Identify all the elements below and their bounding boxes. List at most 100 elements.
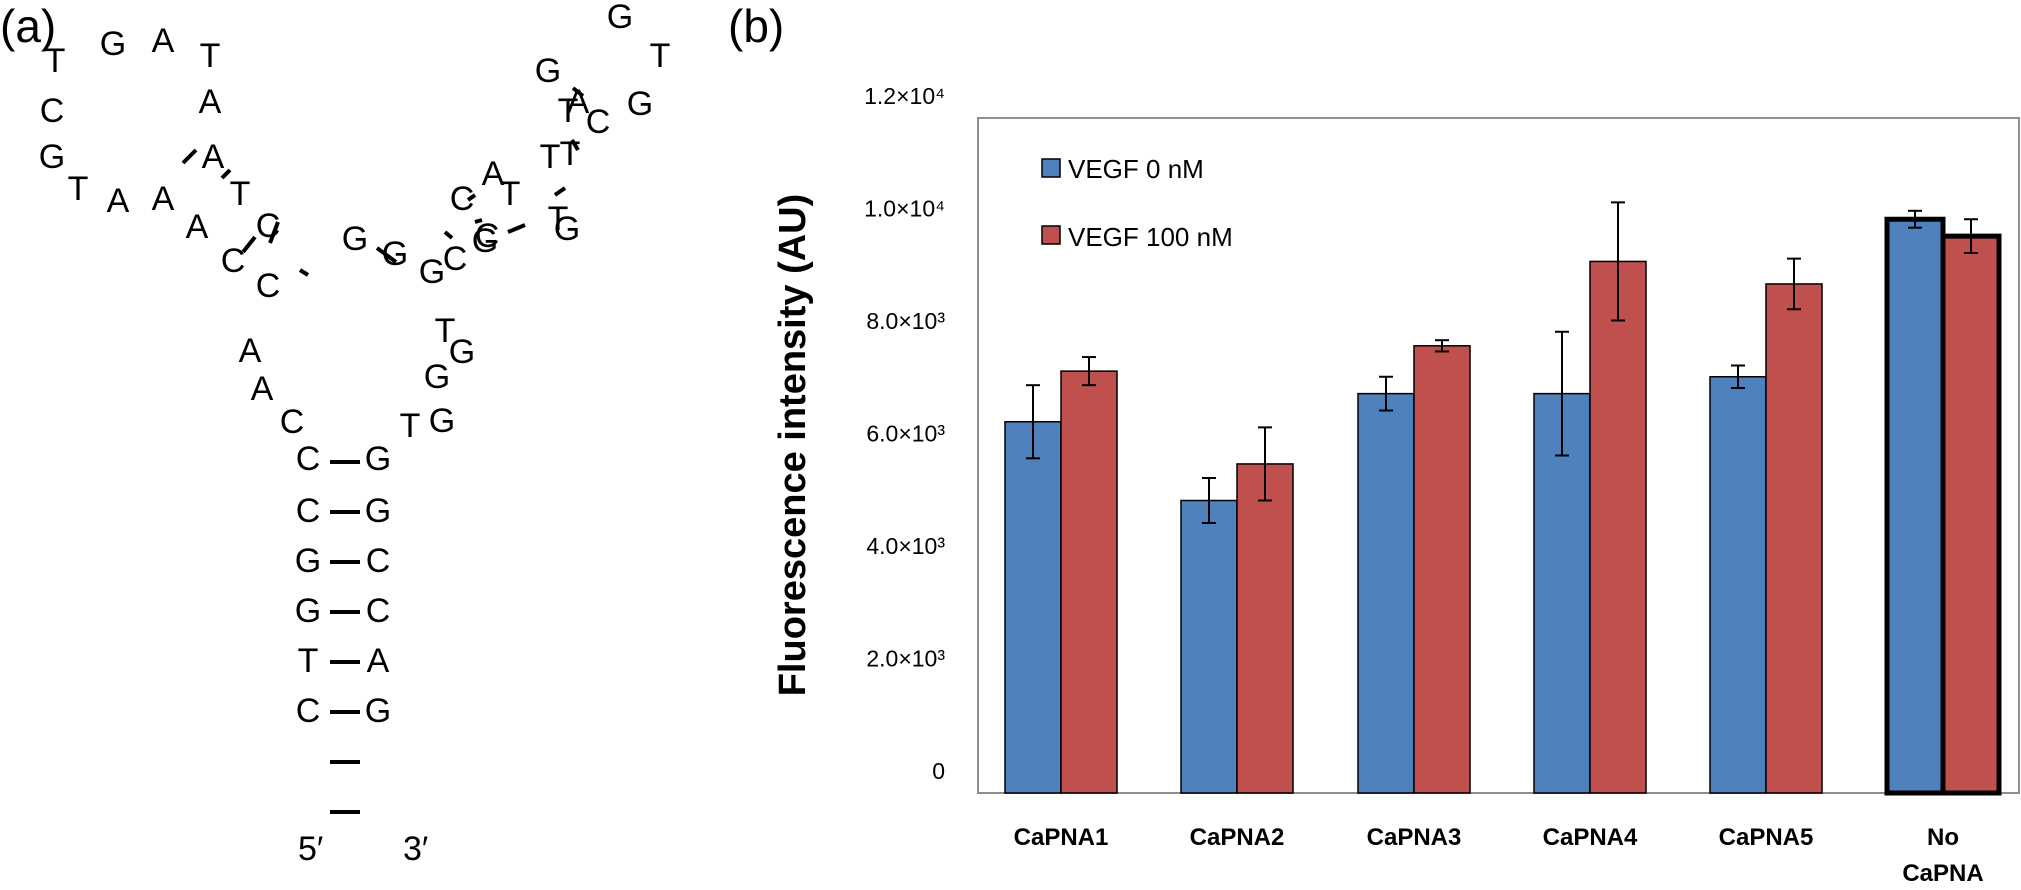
nucleotide-base: A xyxy=(186,208,209,246)
nucleotide-base: C xyxy=(366,592,391,630)
nucleotide-base: T xyxy=(548,200,569,238)
nucleotide-base: G xyxy=(365,440,391,478)
y-tick-label: 2.0×10³ xyxy=(866,646,945,672)
base-pair-bond xyxy=(268,221,280,244)
bar-vegf-100-capna5 xyxy=(1765,283,1823,794)
category-label: CaPNA2 xyxy=(1190,824,1285,851)
nucleotide-base: G xyxy=(449,333,475,371)
nucleotide-base: C xyxy=(296,492,321,530)
bar-vegf-0-capna5 xyxy=(1709,376,1767,794)
plot-frame xyxy=(977,117,2020,794)
structure-bonds xyxy=(181,86,585,814)
nucleotide-base: G xyxy=(39,138,65,176)
nucleotide-base: T xyxy=(558,92,579,130)
nucleotide-base: G xyxy=(100,25,126,63)
nucleotide-base: A xyxy=(239,332,262,370)
base-pair-bond xyxy=(570,138,580,152)
error-bar xyxy=(1908,209,1922,229)
base-pair-bond xyxy=(443,230,454,240)
error-bar xyxy=(1379,375,1393,412)
nucleotide-base: C xyxy=(443,240,468,278)
nucleotide-base: A xyxy=(482,155,505,193)
nucleotide-base: T xyxy=(500,175,521,213)
three-prime-label: 3′ xyxy=(403,830,428,868)
category-label: No CaPNA xyxy=(1902,824,1983,887)
nucleotide-base: T xyxy=(200,37,221,75)
base-pair-bond xyxy=(220,168,232,180)
category-label: CaPNA5 xyxy=(1719,824,1814,851)
error-bar xyxy=(1964,218,1978,254)
nucleotide-base: T xyxy=(560,135,581,173)
nucleotide-base: G xyxy=(295,592,321,630)
nucleotide-base: G xyxy=(554,210,580,248)
nucleotide-base: T xyxy=(68,170,89,208)
nucleotide-base: G xyxy=(607,0,633,36)
nucleotide-base: G xyxy=(429,402,455,440)
error-bar xyxy=(1026,384,1040,460)
error-bar xyxy=(1787,257,1801,311)
nucleotide-base: T xyxy=(45,42,66,80)
error-bar xyxy=(1731,364,1745,389)
nucleotide-base: T xyxy=(650,37,671,75)
base-pair-bond xyxy=(375,246,398,264)
legend: VEGF 0 nM VEGF 100 nM xyxy=(1041,154,1233,252)
nucleotide-base: A xyxy=(107,182,130,220)
nucleotide-base: C xyxy=(296,692,321,730)
error-bar xyxy=(1258,426,1272,502)
nucleotide-base: G xyxy=(342,220,368,258)
legend-swatch-vegf-0 xyxy=(1041,158,1061,178)
y-tick-label: 6.0×10³ xyxy=(866,421,945,447)
five-prime-label: 5′ xyxy=(298,830,323,868)
bar-vegf-0-capna2 xyxy=(1180,499,1238,794)
legend-label-vegf-100: VEGF 100 nM xyxy=(1068,222,1233,252)
bar-vegf-0-capna1 xyxy=(1004,421,1062,794)
legend-label-vegf-0: VEGF 0 nM xyxy=(1068,154,1204,184)
legend-swatch-vegf-100 xyxy=(1041,225,1061,245)
bar-vegf-100-capna2 xyxy=(1236,463,1294,794)
base-pair-bond xyxy=(571,86,585,98)
bar-vegf-100-no-capna xyxy=(1940,233,2002,796)
y-tick-labels: 0 2.0×10³ 4.0×10³ 6.0×10³ 8.0×10³ 1.0×10⁴ 1.2×… xyxy=(864,83,945,784)
nucleotide-base: T xyxy=(298,642,319,680)
error-bar xyxy=(1202,477,1216,524)
nucleotide-base: A xyxy=(152,180,175,218)
error-bar xyxy=(1555,330,1569,457)
bar-vegf-100-capna3 xyxy=(1413,345,1471,794)
y-axis-label: Fluorescence intensity (AU) xyxy=(772,194,814,697)
base-pair-bond xyxy=(298,268,310,277)
nucleotide-base: A xyxy=(152,22,175,60)
bar-vegf-0-no-capna xyxy=(1884,216,1946,796)
nucleotide-base: T xyxy=(400,407,421,445)
nucleotide-base: G xyxy=(424,358,450,396)
category-label: CaPNA4 xyxy=(1543,824,1638,851)
nucleotide-base: G xyxy=(419,253,445,291)
bar-vegf-0-capna3 xyxy=(1357,392,1415,794)
panel-b-chart: (b) Fluorescence intensity (AU) 0 2.0×10³… xyxy=(728,0,2020,887)
bar-vegf-100-capna1 xyxy=(1060,370,1118,794)
y-tick-label: 4.0×10³ xyxy=(866,533,945,559)
base-pair-bond xyxy=(181,148,198,165)
nucleotide-base: G xyxy=(365,692,391,730)
nucleotide-base: A xyxy=(567,83,590,121)
nucleotide-base: T xyxy=(540,138,561,176)
nucleotide-base: T xyxy=(435,312,456,350)
nucleotide-base: C xyxy=(40,92,65,130)
nucleotide-base: G xyxy=(535,52,561,90)
nucleotide-base: C xyxy=(256,267,281,305)
bar-vegf-100-capna4 xyxy=(1589,260,1647,794)
error-bar xyxy=(1082,356,1096,387)
nucleotide-base: A xyxy=(199,83,222,121)
nucleotide-base: G xyxy=(472,222,498,260)
panel-a-label: (a) xyxy=(0,0,56,52)
base-pair-bond xyxy=(466,193,477,202)
nucleotide-base: T xyxy=(230,175,251,213)
base-pair-bond xyxy=(507,223,526,234)
category-labels: CaPNA1 CaPNA2 CaPNA3 CaPNA4 CaPNA5 No CaPNA xyxy=(1014,824,1984,887)
y-tick-label: 1.0×10⁴ xyxy=(864,196,945,222)
base-pair-bond xyxy=(553,186,567,197)
nucleotide-base: C xyxy=(475,217,500,255)
base-pair-bond xyxy=(474,218,483,224)
nucleotide-base: C xyxy=(280,403,305,441)
